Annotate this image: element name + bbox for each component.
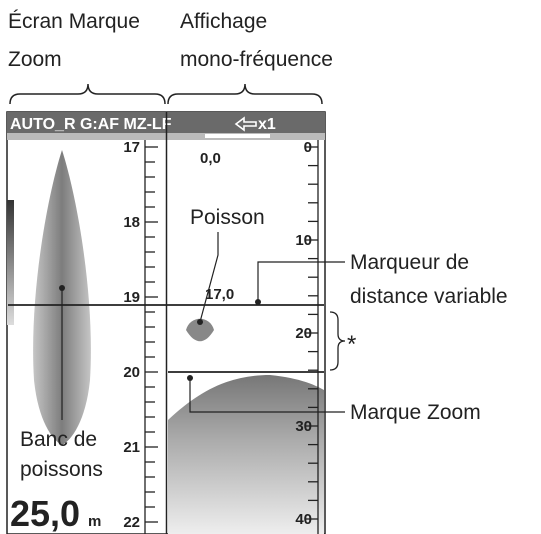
callout: distance variable <box>350 285 508 308</box>
brace <box>168 84 322 104</box>
depth-readout: 25,0 <box>10 493 80 534</box>
asterisk: * <box>347 331 356 358</box>
callout: Banc de <box>20 428 97 451</box>
sonar-diagram: Écran Marque Zoom Affichage mono-fréquen… <box>0 0 541 534</box>
zoom-scale-label: 22 <box>123 514 140 531</box>
callout: Poisson <box>190 206 265 229</box>
gain-slider <box>7 200 14 325</box>
leader-dot <box>197 319 203 325</box>
leader-dot <box>255 299 261 305</box>
brace <box>10 84 165 104</box>
caption: Zoom <box>8 48 62 71</box>
zoom-scale-label: 19 <box>123 289 140 306</box>
brace <box>330 312 345 370</box>
depth-unit: m <box>88 513 101 530</box>
caption: Affichage <box>180 10 267 33</box>
status-mode: AUTO_R G:AF MZ-LF <box>10 116 172 133</box>
callout: poissons <box>20 458 103 481</box>
zoom-scale-label: 21 <box>123 439 140 456</box>
strip-mark <box>205 134 270 138</box>
caption: Écran Marque <box>8 10 140 33</box>
leader-dot <box>187 375 193 381</box>
caption: mono-fréquence <box>180 48 333 71</box>
zoom-scale-label: 17 <box>123 139 140 156</box>
readout-top: 0,0 <box>200 150 221 167</box>
status-zoom: x1 <box>258 116 276 133</box>
zoom-scale-label: 20 <box>123 364 140 381</box>
zoom-scale-label: 18 <box>123 214 140 231</box>
leader-dot <box>59 285 65 291</box>
callout: Marque Zoom <box>350 401 481 424</box>
callout: Marqueur de <box>350 251 469 274</box>
